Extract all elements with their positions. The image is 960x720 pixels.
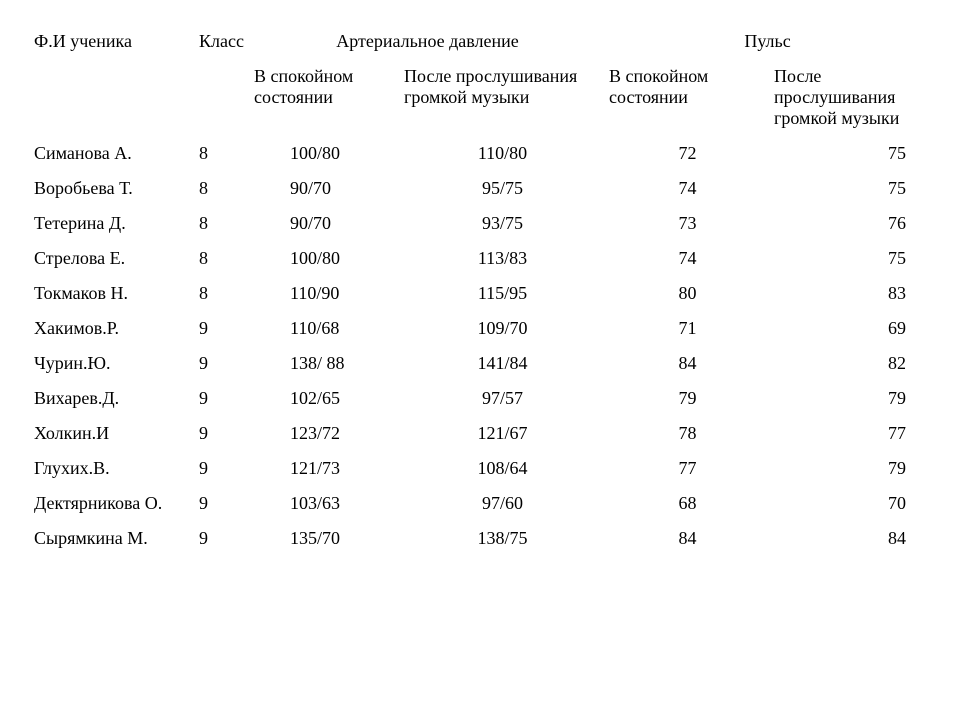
cell-pulse-after: 75: [770, 136, 930, 171]
cell-class: 9: [195, 381, 250, 416]
cell-pulse-after: 69: [770, 311, 930, 346]
cell-bp-after: 113/83: [400, 241, 605, 276]
cell-pulse-after: 79: [770, 451, 930, 486]
cell-class: 9: [195, 311, 250, 346]
table-body: Симанова А.8100/80110/807275Воробьева Т.…: [30, 136, 930, 556]
cell-pulse-after: 84: [770, 521, 930, 556]
cell-pulse-calm: 72: [605, 136, 770, 171]
cell-name: Глухих.В.: [30, 451, 195, 486]
table-row: Воробьева Т.890/7095/757475: [30, 171, 930, 206]
header-pulse-after: После прослушивания громкой музыки: [770, 59, 930, 136]
table-row: Тетерина Д.890/7093/757376: [30, 206, 930, 241]
cell-class: 8: [195, 276, 250, 311]
cell-bp-after: 109/70: [400, 311, 605, 346]
cell-bp-calm: 135/70: [250, 521, 400, 556]
header-pulse-group: Пульс: [605, 24, 930, 59]
cell-name: Вихарев.Д.: [30, 381, 195, 416]
cell-pulse-calm: 74: [605, 171, 770, 206]
cell-class: 8: [195, 206, 250, 241]
cell-name: Хакимов.Р.: [30, 311, 195, 346]
header-pulse-calm: В спокойном состоянии: [605, 59, 770, 136]
table-row: Дектярникова О.9103/6397/606870: [30, 486, 930, 521]
cell-bp-after: 97/60: [400, 486, 605, 521]
cell-pulse-after: 83: [770, 276, 930, 311]
students-table: Ф.И ученика Класс Артериальное давление …: [30, 24, 930, 556]
cell-pulse-calm: 79: [605, 381, 770, 416]
cell-bp-after: 108/64: [400, 451, 605, 486]
table-row: Токмаков Н.8110/90115/958083: [30, 276, 930, 311]
cell-pulse-after: 79: [770, 381, 930, 416]
cell-bp-after: 141/84: [400, 346, 605, 381]
table-row: Чурин.Ю.9138/ 88141/848482: [30, 346, 930, 381]
cell-class: 9: [195, 486, 250, 521]
cell-pulse-calm: 78: [605, 416, 770, 451]
cell-bp-calm: 121/73: [250, 451, 400, 486]
table-row: Холкин.И9123/72121/677877: [30, 416, 930, 451]
cell-pulse-calm: 71: [605, 311, 770, 346]
cell-bp-after: 97/57: [400, 381, 605, 416]
cell-bp-calm: 123/72: [250, 416, 400, 451]
cell-class: 9: [195, 451, 250, 486]
cell-pulse-calm: 73: [605, 206, 770, 241]
table-row: Стрелова Е.8100/80113/837475: [30, 241, 930, 276]
header-name: Ф.И ученика: [30, 24, 195, 136]
cell-bp-calm: 102/65: [250, 381, 400, 416]
cell-class: 9: [195, 521, 250, 556]
cell-class: 8: [195, 136, 250, 171]
cell-name: Стрелова Е.: [30, 241, 195, 276]
cell-pulse-calm: 84: [605, 346, 770, 381]
cell-name: Симанова А.: [30, 136, 195, 171]
cell-bp-after: 95/75: [400, 171, 605, 206]
cell-pulse-calm: 77: [605, 451, 770, 486]
cell-bp-calm: 90/70: [250, 206, 400, 241]
cell-bp-calm: 90/70: [250, 171, 400, 206]
header-class: Класс: [195, 24, 250, 136]
cell-name: Дектярникова О.: [30, 486, 195, 521]
cell-class: 9: [195, 416, 250, 451]
table-row: Симанова А.8100/80110/807275: [30, 136, 930, 171]
cell-name: Холкин.И: [30, 416, 195, 451]
cell-pulse-calm: 68: [605, 486, 770, 521]
cell-bp-after: 115/95: [400, 276, 605, 311]
cell-bp-after: 110/80: [400, 136, 605, 171]
table-row: Хакимов.Р.9110/68109/707169: [30, 311, 930, 346]
cell-bp-calm: 103/63: [250, 486, 400, 521]
cell-class: 9: [195, 346, 250, 381]
cell-bp-after: 138/75: [400, 521, 605, 556]
cell-bp-calm: 110/68: [250, 311, 400, 346]
cell-bp-calm: 100/80: [250, 241, 400, 276]
cell-pulse-after: 75: [770, 241, 930, 276]
cell-pulse-after: 70: [770, 486, 930, 521]
table-row: Сырямкина М.9135/70138/758484: [30, 521, 930, 556]
cell-pulse-calm: 80: [605, 276, 770, 311]
cell-pulse-after: 75: [770, 171, 930, 206]
cell-bp-calm: 110/90: [250, 276, 400, 311]
cell-pulse-after: 77: [770, 416, 930, 451]
cell-class: 8: [195, 241, 250, 276]
table-header: Ф.И ученика Класс Артериальное давление …: [30, 24, 930, 136]
table-row: Глухих.В.9121/73108/647779: [30, 451, 930, 486]
header-bp-after: После прослушивания громкой музыки: [400, 59, 605, 136]
cell-name: Чурин.Ю.: [30, 346, 195, 381]
cell-pulse-after: 76: [770, 206, 930, 241]
cell-name: Воробьева Т.: [30, 171, 195, 206]
cell-name: Тетерина Д.: [30, 206, 195, 241]
cell-class: 8: [195, 171, 250, 206]
table-row: Вихарев.Д.9102/6597/577979: [30, 381, 930, 416]
cell-pulse-after: 82: [770, 346, 930, 381]
cell-bp-calm: 138/ 88: [250, 346, 400, 381]
cell-name: Токмаков Н.: [30, 276, 195, 311]
cell-pulse-calm: 74: [605, 241, 770, 276]
cell-bp-after: 121/67: [400, 416, 605, 451]
cell-bp-calm: 100/80: [250, 136, 400, 171]
cell-bp-after: 93/75: [400, 206, 605, 241]
cell-pulse-calm: 84: [605, 521, 770, 556]
cell-name: Сырямкина М.: [30, 521, 195, 556]
header-bp-calm: В спокойном состоянии: [250, 59, 400, 136]
header-bp-group: Артериальное давление: [250, 24, 605, 59]
